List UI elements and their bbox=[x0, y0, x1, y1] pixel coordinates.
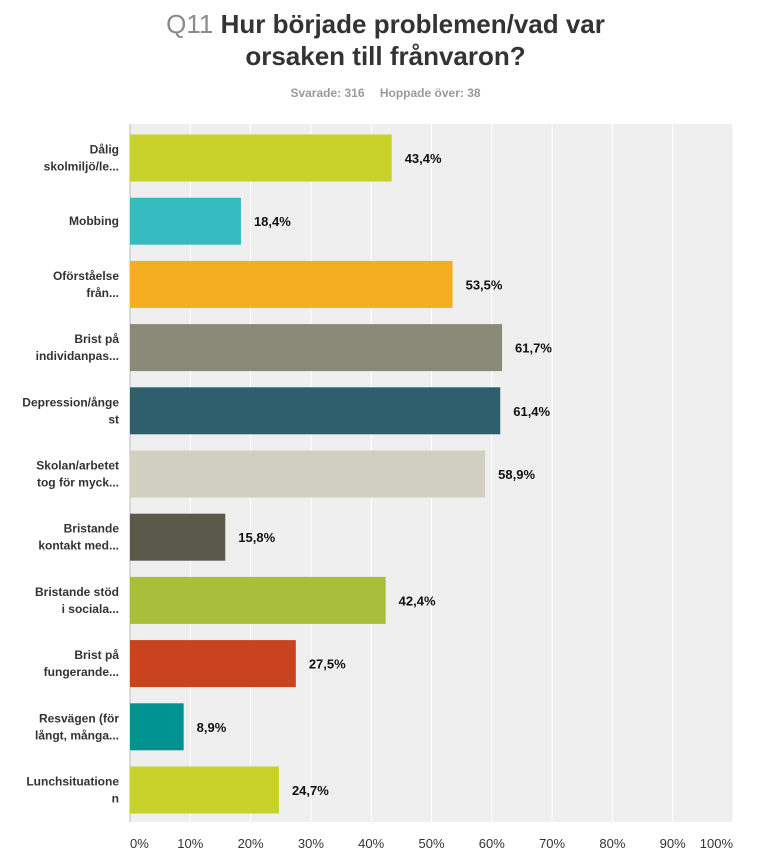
category-label: Dålig bbox=[90, 143, 119, 157]
data-label: 61,7% bbox=[515, 341, 552, 356]
category-label: Skolan/arbetet bbox=[36, 459, 119, 473]
category-label: Resvägen (för bbox=[39, 711, 119, 725]
bar bbox=[130, 260, 453, 308]
x-tick-label: 30% bbox=[298, 836, 324, 851]
data-label: 43,4% bbox=[405, 151, 442, 166]
data-label: 58,9% bbox=[498, 467, 535, 482]
category-label: Bristande stöd bbox=[35, 585, 119, 599]
category-label: Mobbing bbox=[69, 214, 119, 228]
x-tick-label: 60% bbox=[479, 836, 505, 851]
bar bbox=[130, 450, 486, 498]
x-tick-label: 40% bbox=[358, 836, 384, 851]
x-tick-label: 10% bbox=[177, 836, 203, 851]
category-label: n bbox=[112, 792, 119, 806]
bar bbox=[130, 766, 279, 814]
chart-title: Q11 Hur började problemen/vad var orsake… bbox=[0, 8, 771, 72]
x-tick-label: 50% bbox=[418, 836, 444, 851]
category-label: Bristande bbox=[64, 522, 120, 536]
bar bbox=[130, 387, 501, 435]
response-stats: Svarade: 316 Hoppade över: 38 bbox=[0, 86, 771, 100]
question-title-line1: Hur började problemen/vad var bbox=[220, 9, 605, 39]
category-label: i sociala... bbox=[62, 602, 119, 616]
data-label: 8,9% bbox=[197, 720, 227, 735]
category-label: kontakt med... bbox=[38, 539, 119, 553]
bar bbox=[130, 513, 226, 561]
x-tick-label: 100% bbox=[700, 836, 734, 851]
category-label: Brist på bbox=[74, 648, 119, 662]
answered-count: Svarade: 316 bbox=[290, 86, 365, 100]
category-label: från... bbox=[86, 286, 119, 300]
x-tick-label: 0% bbox=[130, 836, 149, 851]
data-label: 61,4% bbox=[513, 404, 550, 419]
category-label: Oförståelse bbox=[53, 269, 119, 283]
category-label: Brist på bbox=[74, 332, 119, 346]
category-label: tog för myck... bbox=[37, 476, 119, 490]
bar bbox=[130, 576, 386, 624]
category-label: skolmiljö/le... bbox=[44, 160, 119, 174]
x-tick-label: 70% bbox=[539, 836, 565, 851]
category-label: Lunchsituatione bbox=[26, 775, 119, 789]
x-tick-label: 90% bbox=[660, 836, 686, 851]
bar bbox=[130, 324, 503, 372]
data-label: 42,4% bbox=[399, 593, 436, 608]
bar bbox=[130, 197, 241, 245]
skipped-count: Hoppade över: 38 bbox=[379, 86, 481, 100]
data-label: 53,5% bbox=[466, 277, 503, 292]
category-label: Depression/ånge bbox=[22, 395, 119, 409]
question-title-line2: orsaken till frånvaron? bbox=[245, 41, 526, 71]
data-label: 18,4% bbox=[254, 214, 291, 229]
bar bbox=[130, 703, 184, 751]
x-tick-label: 20% bbox=[238, 836, 264, 851]
bar bbox=[130, 640, 296, 688]
bar bbox=[130, 134, 392, 182]
data-label: 27,5% bbox=[309, 657, 346, 672]
question-number: Q11 bbox=[166, 9, 214, 39]
data-label: 24,7% bbox=[292, 783, 329, 798]
x-tick-label: 80% bbox=[599, 836, 625, 851]
category-label: individanpas... bbox=[36, 349, 119, 363]
category-label: långt, många... bbox=[35, 728, 119, 742]
data-label: 15,8% bbox=[238, 530, 275, 545]
category-label: st bbox=[108, 412, 119, 426]
category-label: fungerande... bbox=[44, 665, 119, 679]
